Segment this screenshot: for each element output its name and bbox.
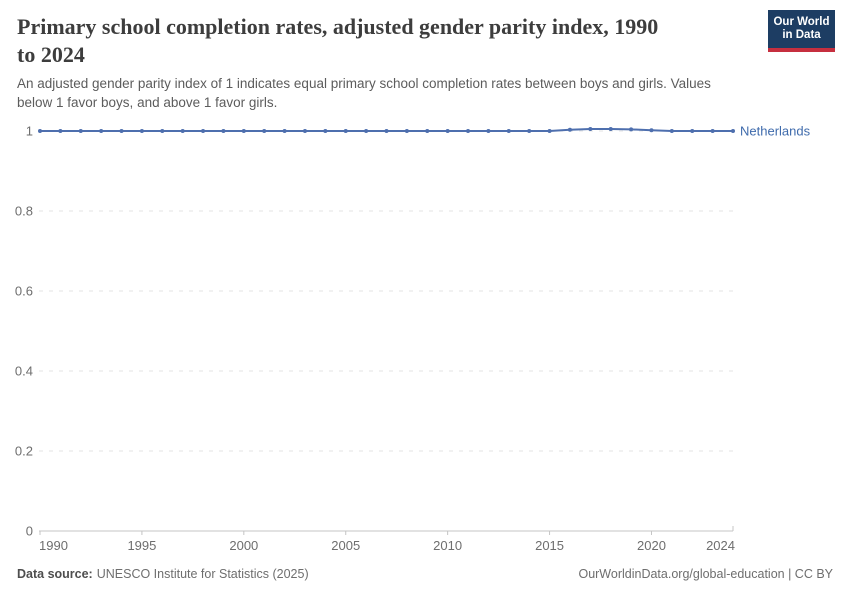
x-axis-tick-label: 2015 xyxy=(535,538,564,553)
series-point[interactable] xyxy=(588,127,593,131)
y-axis-tick-label: 0.2 xyxy=(15,444,33,459)
series-point[interactable] xyxy=(710,129,715,133)
series-point[interactable] xyxy=(649,128,654,133)
series-point[interactable] xyxy=(139,129,144,133)
series-point[interactable] xyxy=(241,129,246,133)
series-point[interactable] xyxy=(343,129,348,133)
x-axis-tick-label: 2005 xyxy=(331,538,360,553)
series-point[interactable] xyxy=(445,129,450,133)
y-axis-tick-label: 0.8 xyxy=(15,204,33,219)
chart-title-line-1: Primary school completion rates, adjuste… xyxy=(17,14,659,39)
y-axis-tick-label: 1 xyxy=(26,124,33,139)
series-point[interactable] xyxy=(119,129,124,133)
x-axis-tick-label: 2020 xyxy=(637,538,666,553)
series-point[interactable] xyxy=(486,129,491,133)
owid-logo-line-1: Our World xyxy=(773,15,830,28)
series-point[interactable] xyxy=(629,127,634,132)
chart-footer: Data source: UNESCO Institute for Statist… xyxy=(17,566,833,582)
series-point[interactable] xyxy=(466,129,471,133)
series-point[interactable] xyxy=(302,129,307,133)
series-point[interactable] xyxy=(160,129,165,133)
chart-subtitle-line-1: An adjusted gender parity index of 1 ind… xyxy=(17,76,711,91)
series-point[interactable] xyxy=(527,129,532,133)
series-point[interactable] xyxy=(58,129,63,133)
data-source-value: UNESCO Institute for Statistics (2025) xyxy=(96,567,309,581)
y-axis-tick-label: 0.6 xyxy=(15,284,33,299)
series-point[interactable] xyxy=(669,129,674,133)
series-point[interactable] xyxy=(221,129,226,133)
series-point[interactable] xyxy=(506,129,511,133)
series-point[interactable] xyxy=(690,129,695,133)
credit-link[interactable]: OurWorldinData.org/global-education | CC… xyxy=(578,567,833,581)
line-chart: 0 0.2 0.4 0.6 0.8 1 1990 1995 2000 2005 2010 2015 20… xyxy=(15,124,811,554)
x-axis-tick-label: 2000 xyxy=(229,538,258,553)
series-label: Netherlands xyxy=(740,124,811,139)
chart-subtitle-line-2: below 1 favor boys, and above 1 favor gi… xyxy=(17,95,278,110)
series-point[interactable] xyxy=(731,129,735,133)
x-axis-tick-label: 1990 xyxy=(39,538,68,553)
series-point[interactable] xyxy=(384,129,389,133)
series-point[interactable] xyxy=(38,129,42,133)
chart-subtitle: An adjusted gender parity index of 1 ind… xyxy=(17,74,817,112)
series-point[interactable] xyxy=(404,129,409,133)
series-point[interactable] xyxy=(323,129,328,133)
x-axis-tick-label: 2010 xyxy=(433,538,462,553)
series-point[interactable] xyxy=(201,129,206,133)
data-source-label: Data source: xyxy=(17,567,93,581)
owid-logo-line-2: in Data xyxy=(782,29,821,41)
y-axis-tick-label: 0 xyxy=(26,524,33,539)
series-point[interactable] xyxy=(99,129,104,133)
y-axis-tick-label: 0.4 xyxy=(15,364,33,379)
chart-title-line-2: to 2024 xyxy=(17,41,85,67)
series-point[interactable] xyxy=(262,129,267,133)
series-point[interactable] xyxy=(282,129,287,133)
x-axis-tick-label: 2024 xyxy=(706,538,735,553)
series-point[interactable] xyxy=(78,129,83,133)
data-source: Data source: UNESCO Institute for Statist… xyxy=(17,566,309,582)
series-point[interactable] xyxy=(567,127,572,132)
series-point[interactable] xyxy=(364,129,369,133)
owid-logo[interactable]: Our World in Data xyxy=(768,10,835,52)
series-point[interactable] xyxy=(547,129,552,133)
series-point[interactable] xyxy=(608,127,613,131)
series-point[interactable] xyxy=(425,129,430,133)
chart-title: Primary school completion rates, adjuste… xyxy=(17,13,757,68)
x-axis-tick-label: 1995 xyxy=(127,538,156,553)
series-point[interactable] xyxy=(180,129,185,133)
